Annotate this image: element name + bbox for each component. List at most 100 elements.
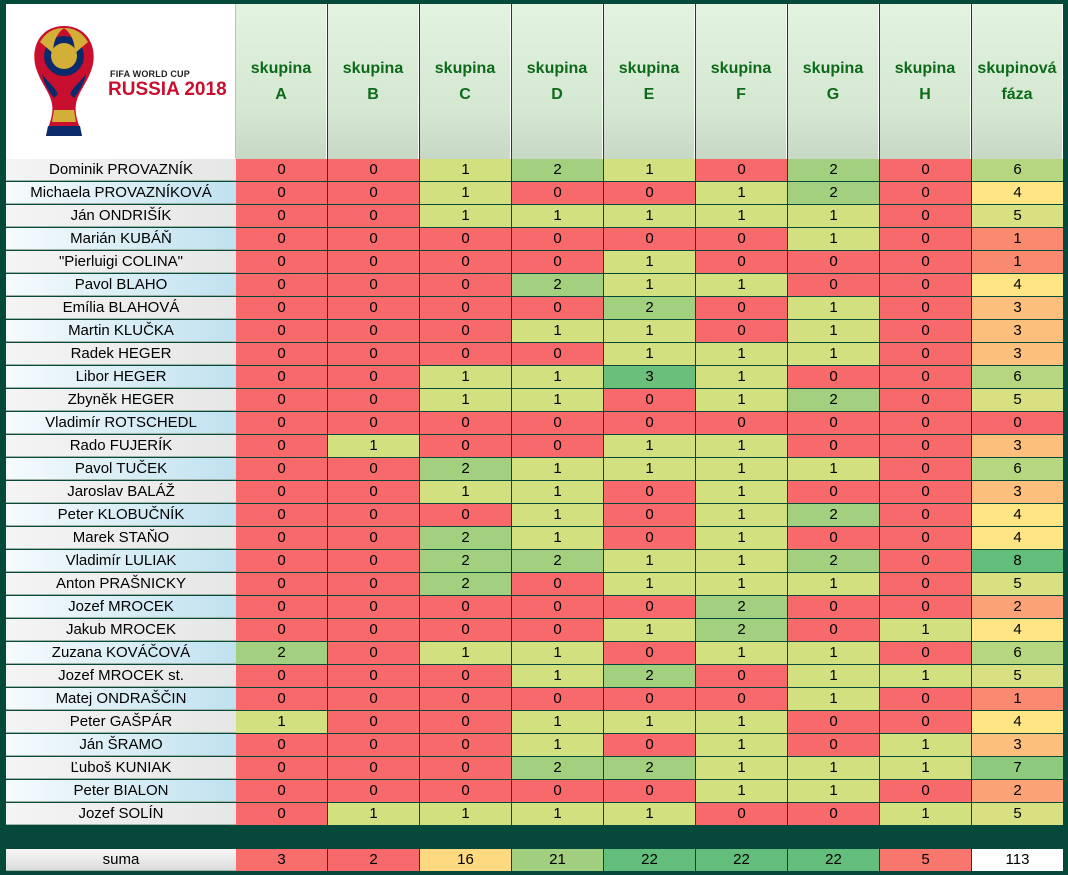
- group-score-cell: 0: [512, 688, 603, 710]
- group-score-cell: 0: [236, 412, 327, 434]
- group-score-cell: 0: [420, 688, 511, 710]
- group-score-cell: 1: [512, 711, 603, 733]
- group-score-cell: 1: [696, 642, 787, 664]
- player-name: Vladimír LULIAK: [6, 550, 236, 572]
- group-score-cell: 1: [604, 274, 695, 296]
- total-cell: 7: [972, 757, 1063, 779]
- group-score-cell: 0: [880, 366, 971, 388]
- table-row: Ján ŠRAMO 0 0 0 1 0 1 0 1 3: [6, 734, 1066, 757]
- column-header-line-1: skupina: [250, 59, 312, 77]
- group-score-cell: 1: [604, 458, 695, 480]
- group-score-cell: 0: [788, 619, 879, 641]
- player-name: Pavol TUČEK: [6, 458, 236, 480]
- group-score-cell: 1: [604, 573, 695, 595]
- group-score-cell: 0: [236, 757, 327, 779]
- group-score-cell: 1: [604, 320, 695, 342]
- table-row: Rado FUJERÍK 0 1 0 0 1 1 0 0 3: [6, 435, 1066, 458]
- group-score-cell: 0: [604, 182, 695, 204]
- group-score-cell: 0: [696, 803, 787, 825]
- table-row: Zuzana KOVÁČOVÁ 2 0 1 1 0 1 1 0 6: [6, 642, 1066, 665]
- group-score-cell: 0: [512, 435, 603, 457]
- group-score-cell: 1: [880, 757, 971, 779]
- sum-row: suma 3 2 16 21 22 22 22 5 113: [6, 849, 1066, 872]
- player-name: Martin KLUČKA: [6, 320, 236, 342]
- group-score-cell: 0: [604, 481, 695, 503]
- group-score-cell: 0: [880, 642, 971, 664]
- player-name: Ján ŠRAMO: [6, 734, 236, 756]
- total-cell: 3: [972, 297, 1063, 319]
- group-score-cell: 0: [604, 596, 695, 618]
- group-score-cell: 0: [236, 297, 327, 319]
- group-score-cell: 2: [420, 550, 511, 572]
- group-score-cell: 0: [420, 757, 511, 779]
- group-score-cell: 0: [328, 458, 419, 480]
- column-header-line-2: G: [826, 85, 840, 103]
- total-cell: 4: [972, 711, 1063, 733]
- group-score-cell: 2: [420, 458, 511, 480]
- group-score-cell: 0: [236, 320, 327, 342]
- group-score-cell: 0: [236, 665, 327, 687]
- group-score-cell: 1: [788, 297, 879, 319]
- group-score-cell: 0: [236, 205, 327, 227]
- table-row: Pavol TUČEK 0 0 2 1 1 1 1 0 6: [6, 458, 1066, 481]
- column-header-line-1: skupina: [618, 59, 680, 77]
- table-row: "Pierluigi COLINA" 0 0 0 0 1 0 0 0 1: [6, 251, 1066, 274]
- group-score-cell: 0: [328, 642, 419, 664]
- group-score-cell: 0: [420, 343, 511, 365]
- group-score-cell: 0: [696, 228, 787, 250]
- group-score-cell: 0: [420, 504, 511, 526]
- group-score-cell: 0: [420, 412, 511, 434]
- column-header-2: skupina B: [328, 4, 419, 159]
- group-score-cell: 1: [696, 780, 787, 802]
- group-score-cell: 1: [696, 757, 787, 779]
- group-score-cell: 0: [788, 366, 879, 388]
- player-name: Marián KUBÁŇ: [6, 228, 236, 250]
- column-header-line-2: B: [367, 85, 379, 103]
- group-score-cell: 0: [328, 757, 419, 779]
- sum-cell: 22: [696, 849, 787, 871]
- group-score-cell: 0: [788, 711, 879, 733]
- total-cell: 1: [972, 688, 1063, 710]
- table-row: Marek STAŇO 0 0 2 1 0 1 0 0 4: [6, 527, 1066, 550]
- group-score-cell: 0: [420, 274, 511, 296]
- column-header-line-1: skupina: [434, 59, 496, 77]
- player-name: Marek STAŇO: [6, 527, 236, 549]
- table-row: Jozef SOLÍN 0 1 1 1 1 0 0 1 5: [6, 803, 1066, 826]
- group-score-cell: 1: [788, 320, 879, 342]
- group-score-cell: 0: [880, 573, 971, 595]
- group-score-cell: 0: [880, 412, 971, 434]
- group-score-cell: 0: [512, 619, 603, 641]
- column-header-1: skupina A: [236, 4, 327, 159]
- group-score-cell: 0: [604, 228, 695, 250]
- group-score-cell: 1: [788, 688, 879, 710]
- group-score-cell: 2: [604, 757, 695, 779]
- group-score-cell: 2: [512, 274, 603, 296]
- group-score-cell: 0: [236, 182, 327, 204]
- group-score-cell: 0: [328, 596, 419, 618]
- total-cell: 4: [972, 504, 1063, 526]
- total-cell: 4: [972, 619, 1063, 641]
- group-score-cell: 0: [788, 274, 879, 296]
- group-score-cell: 0: [696, 665, 787, 687]
- group-score-cell: 0: [880, 320, 971, 342]
- total-cell: 3: [972, 435, 1063, 457]
- group-score-cell: 1: [880, 665, 971, 687]
- group-score-cell: 0: [420, 711, 511, 733]
- group-score-cell: 0: [236, 734, 327, 756]
- group-score-cell: 1: [328, 803, 419, 825]
- group-score-cell: 0: [420, 780, 511, 802]
- group-score-cell: 0: [328, 320, 419, 342]
- group-score-cell: 1: [696, 504, 787, 526]
- group-score-cell: 0: [420, 435, 511, 457]
- total-cell: 6: [972, 366, 1063, 388]
- group-score-cell: 1: [788, 780, 879, 802]
- group-score-cell: 1: [512, 504, 603, 526]
- group-score-cell: 0: [420, 665, 511, 687]
- sum-cell: 3: [236, 849, 327, 871]
- group-score-cell: 0: [236, 343, 327, 365]
- column-header-line-2: C: [459, 85, 471, 103]
- group-score-cell: 1: [696, 458, 787, 480]
- group-score-cell: 0: [328, 159, 419, 181]
- column-header-7: skupina G: [788, 4, 879, 159]
- column-header-line-1: skupina: [526, 59, 588, 77]
